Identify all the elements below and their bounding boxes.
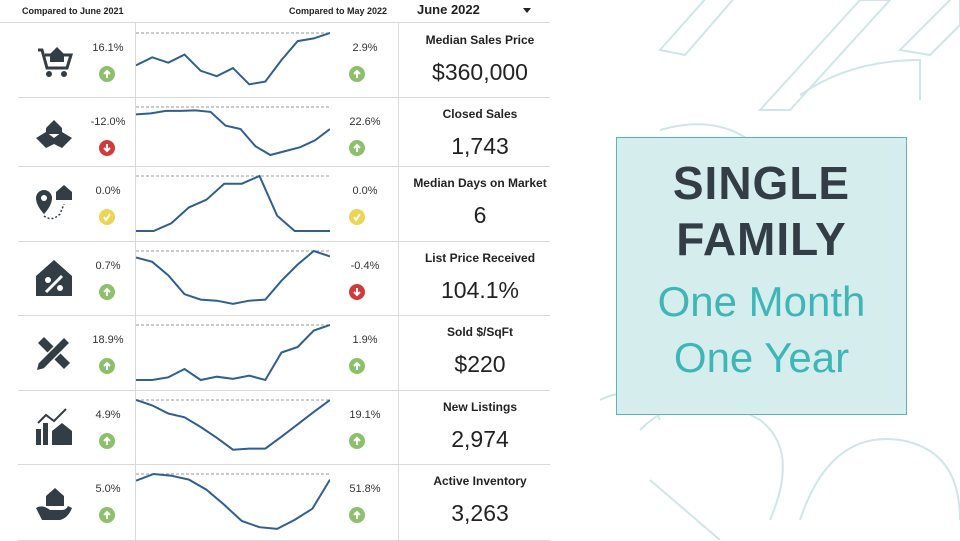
sparkline-chart [135, 468, 331, 536]
metric-value: 2,974 [451, 426, 509, 452]
metric-value: 3,263 [451, 500, 509, 526]
yoy-change: 4.9% [95, 409, 121, 421]
metric-value: $220 [454, 351, 506, 377]
table-row: 4.9% 19.1% New Listings 2,974 [18, 390, 550, 465]
yoy-change: -12.0% [90, 116, 126, 128]
compared-year-label: Compared to June 2021 [22, 6, 124, 16]
metric-label: Median Days on Market [413, 176, 547, 190]
arrow-up-icon [99, 66, 115, 82]
sparkline-series [135, 472, 331, 530]
sparkline-chart [135, 27, 331, 93]
mom-change: 0.0% [352, 185, 378, 197]
sparkline-series [135, 109, 331, 157]
mom-change: 51.8% [349, 483, 381, 495]
mom-change: 22.6% [349, 116, 381, 128]
metric-label: New Listings [442, 400, 517, 414]
sparkline-series [136, 324, 331, 382]
mom-change: 1.9% [352, 334, 378, 346]
metric-value: 6 [473, 202, 487, 228]
handshake-house-icon [32, 110, 76, 154]
metric-label: List Price Received [424, 251, 536, 265]
arrow-down-icon [349, 284, 365, 300]
hand-house-icon [32, 480, 76, 524]
table-row: 5.0% 51.8% Active Inventory 3,263 [18, 464, 550, 541]
yoy-change: 5.0% [95, 483, 121, 495]
yoy-change: 0.0% [95, 185, 121, 197]
mom-change: 19.1% [349, 409, 381, 421]
title-card: SINGLE FAMILY One Month One Year [616, 137, 907, 415]
sparkline-chart [135, 245, 331, 311]
table-row: 0.7% -0.4% List Price Received 104.1% [18, 241, 550, 316]
metric-label: Sold $/SqFt [447, 325, 513, 339]
yoy-change: 0.7% [95, 260, 121, 272]
sparkline-series [135, 399, 331, 451]
house-cart-icon [32, 38, 76, 82]
mom-change: -0.4% [350, 260, 380, 272]
title-line-2: FAMILY [676, 213, 847, 265]
metric-label: Active Inventory [433, 474, 527, 488]
metric-label: Closed Sales [442, 107, 518, 121]
table-row: 16.1% 2.9% Median Sales Price $360,000 [18, 23, 550, 98]
sparkline-chart [135, 101, 331, 162]
sparkline-series [136, 174, 330, 232]
sparkline-chart [136, 170, 330, 237]
chevron-down-icon[interactable] [523, 8, 531, 13]
arrow-up-icon [349, 140, 365, 156]
arrow-up-icon [99, 284, 115, 300]
arrow-up-icon [99, 358, 115, 374]
house-percent-icon [32, 256, 76, 300]
metric-value: 1,743 [451, 133, 509, 159]
metric-value: $360,000 [432, 59, 528, 85]
arrow-up-icon [349, 66, 365, 82]
arrow-up-icon [349, 507, 365, 523]
table-row: 18.9% 1.9% Sold $/SqFt $220 [18, 315, 550, 391]
metric-label: Median Sales Price [425, 33, 535, 47]
column-divider [398, 23, 399, 540]
yoy-change: 16.1% [92, 42, 124, 54]
metric-value: 104.1% [440, 277, 519, 303]
sparkline-series [135, 249, 331, 305]
arrow-up-icon [349, 358, 365, 374]
column-divider [135, 23, 136, 540]
arrow-up-icon [99, 433, 115, 449]
month-dropdown[interactable]: June 2022 [417, 2, 533, 19]
check-icon [99, 209, 115, 225]
sparkline-series [135, 32, 331, 86]
subtitle-line-2: One Year [673, 334, 850, 381]
table-row: 0.0% 0.0% Median Days on Market 6 [18, 166, 550, 242]
arrow-up-icon [99, 507, 115, 523]
arrow-down-icon [99, 140, 115, 156]
table-header: Compared to June 2021 Compared to May 20… [0, 0, 550, 23]
chart-house-icon [32, 405, 76, 449]
title-line-1: SINGLE [672, 157, 851, 209]
mom-change: 2.9% [352, 42, 378, 54]
sparkline-chart [135, 394, 331, 460]
month-dropdown-value: June 2022 [417, 2, 480, 17]
arrow-up-icon [349, 433, 365, 449]
table-row: -12.0% 22.6% Closed Sales 1,743 [18, 97, 550, 167]
location-house-icon [32, 182, 76, 226]
compared-month-label: Compared to May 2022 [289, 6, 388, 16]
ruler-pencil-icon [32, 331, 76, 375]
sparkline-chart [136, 319, 331, 386]
yoy-change: 18.9% [92, 334, 124, 346]
check-icon [349, 209, 365, 225]
subtitle-line-1: One Month [657, 278, 866, 325]
